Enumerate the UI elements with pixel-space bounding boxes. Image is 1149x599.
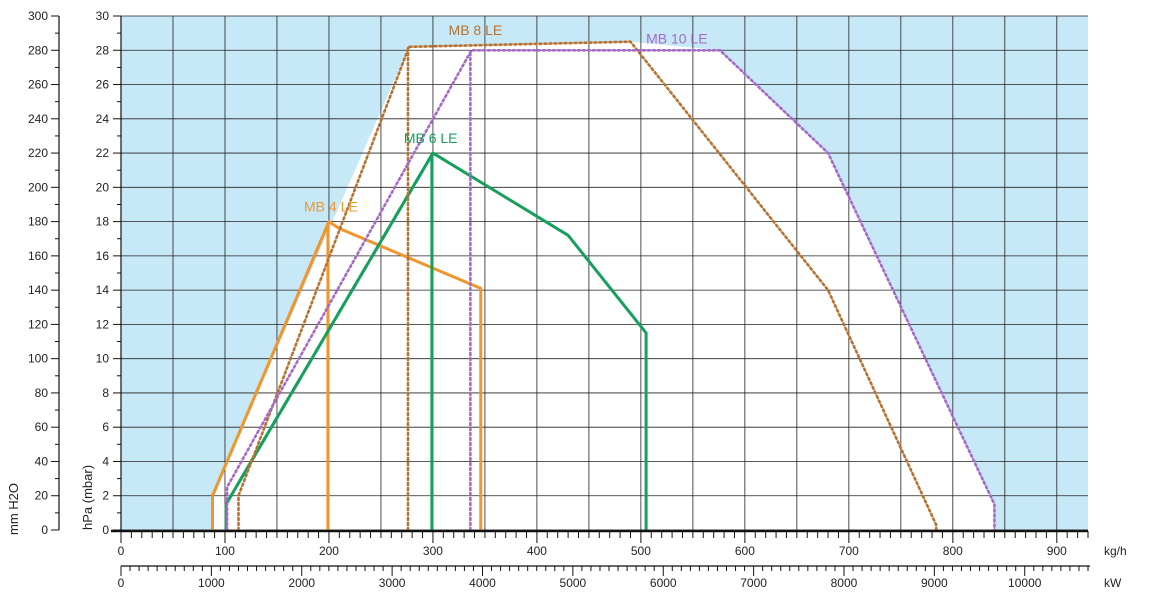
series-label-mb-6-le: MB 6 LE — [404, 130, 458, 146]
hpa-tick-label: 20 — [96, 180, 110, 194]
hpa-tick-label: 8 — [102, 386, 109, 400]
kgh-tick-label: 900 — [1047, 544, 1067, 558]
hpa-axis-title: hPa (mbar) — [80, 465, 95, 530]
kw-tick-label: 8000 — [831, 576, 858, 590]
mmh2o-tick-label: 300 — [28, 9, 48, 23]
kgh-tick-label: 600 — [735, 544, 755, 558]
mmh2o-tick-label: 40 — [35, 454, 49, 468]
kgh-tick-label: 800 — [943, 544, 963, 558]
kw-tick-label: 10000 — [1008, 576, 1042, 590]
kgh-tick-label: 0 — [118, 544, 125, 558]
hpa-tick-label: 24 — [96, 112, 110, 126]
hpa-tick-label: 14 — [96, 283, 110, 297]
kw-tick-label: 6000 — [650, 576, 677, 590]
hpa-tick-label: 2 — [102, 489, 109, 503]
hpa-tick-label: 16 — [96, 249, 110, 263]
kgh-unit-label: kg/h — [1104, 544, 1127, 558]
hpa-tick-label: 18 — [96, 215, 110, 229]
kw-tick-label: 0 — [118, 576, 125, 590]
kw-tick-label: 5000 — [560, 576, 587, 590]
kw-tick-label: 4000 — [469, 576, 496, 590]
kw-tick-label: 3000 — [379, 576, 406, 590]
mmh2o-tick-label: 140 — [28, 283, 48, 297]
kgh-tick-label: 400 — [527, 544, 547, 558]
mmh2o-tick-label: 220 — [28, 146, 48, 160]
kgh-tick-label: 700 — [839, 544, 859, 558]
kgh-tick-label: 100 — [215, 544, 235, 558]
mmh2o-axis-title: mm H2O — [6, 483, 21, 535]
series-label-mb-4-le: MB 4 LE — [304, 198, 358, 214]
series-dashed-mb-6-le — [224, 152, 435, 506]
mmh2o-tick-label: 180 — [28, 215, 48, 229]
kw-tick-label: 1000 — [198, 576, 225, 590]
mmh2o-tick-label: 0 — [41, 523, 48, 537]
mmh2o-tick-label: 80 — [35, 386, 49, 400]
series-boundary-mb-10-le — [225, 48, 996, 530]
hpa-tick-label: 6 — [102, 420, 109, 434]
mmh2o-tick-label: 280 — [28, 43, 48, 57]
hpa-tick-label: 4 — [102, 454, 109, 468]
series-label-mb-10-le: MB 10 LE — [646, 30, 707, 46]
kgh-tick-label: 300 — [423, 544, 443, 558]
hpa-tick-label: 12 — [96, 317, 110, 331]
hpa-tick-label: 10 — [96, 352, 110, 366]
mmh2o-tick-label: 260 — [28, 78, 48, 92]
kw-unit-label: kW — [1104, 576, 1122, 590]
mmh2o-tick-label: 20 — [35, 489, 49, 503]
kgh-tick-label: 500 — [631, 544, 651, 558]
series-label-mb-8-le: MB 8 LE — [449, 22, 503, 38]
mmh2o-tick-label: 240 — [28, 112, 48, 126]
series-boundary-mb-8-le — [237, 40, 938, 530]
mmh2o-tick-label: 120 — [28, 317, 48, 331]
mmh2o-tick-label: 100 — [28, 352, 48, 366]
hpa-tick-label: 26 — [96, 78, 110, 92]
mmh2o-tick-label: 200 — [28, 180, 48, 194]
mmh2o-tick-label: 160 — [28, 249, 48, 263]
mmh2o-tick-label: 60 — [35, 420, 49, 434]
kw-tick-label: 9000 — [921, 576, 948, 590]
hpa-tick-label: 30 — [96, 9, 110, 23]
kgh-tick-label: 200 — [319, 544, 339, 558]
hpa-tick-label: 0 — [102, 523, 109, 537]
kw-tick-label: 2000 — [288, 576, 315, 590]
series-dashed-mb-4-le — [211, 221, 331, 497]
hpa-tick-label: 28 — [96, 43, 110, 57]
hpa-tick-label: 22 — [96, 146, 110, 160]
kw-tick-label: 7000 — [740, 576, 767, 590]
